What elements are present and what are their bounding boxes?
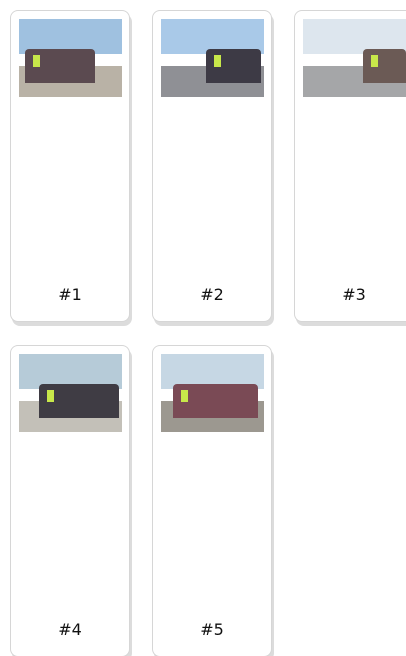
photo-vest xyxy=(47,390,54,402)
gallery-card[interactable]: #4 xyxy=(10,345,130,656)
card-label: #1 xyxy=(11,285,129,304)
gallery: #1 #2 #3 #4 #5 xyxy=(0,0,406,656)
photo-people xyxy=(363,49,406,83)
card-label: #2 xyxy=(153,285,271,304)
photo-vest xyxy=(214,55,221,67)
photo xyxy=(303,19,406,97)
photo xyxy=(161,354,264,432)
photo xyxy=(161,19,264,97)
photo xyxy=(19,19,122,97)
photo-vest xyxy=(33,55,40,67)
gallery-card[interactable]: #2 xyxy=(152,10,272,322)
photo xyxy=(19,354,122,432)
photo-vest xyxy=(371,55,378,67)
gallery-card[interactable]: #3 xyxy=(294,10,406,322)
card-label: #5 xyxy=(153,620,271,639)
card-label: #4 xyxy=(11,620,129,639)
card-label: #3 xyxy=(295,285,406,304)
gallery-card[interactable]: #1 xyxy=(10,10,130,322)
gallery-card[interactable]: #5 xyxy=(152,345,272,656)
photo-vest xyxy=(181,390,188,402)
